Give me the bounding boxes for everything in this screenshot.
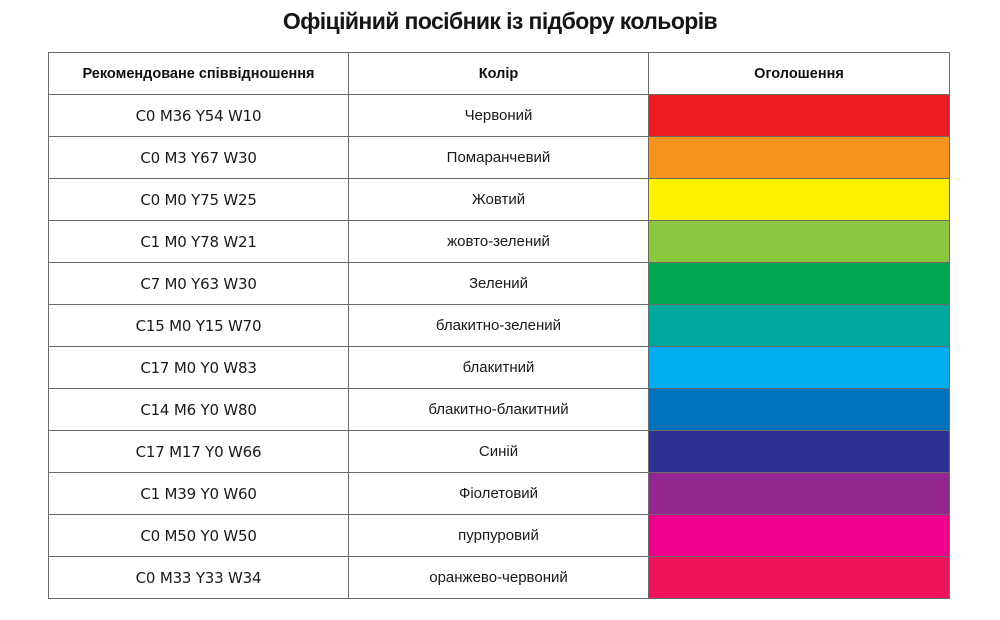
- color-name-cell: пурпуровий: [348, 514, 649, 557]
- ratio-cell: C0 M50 Y0 W50: [48, 514, 349, 557]
- table-row: C0 M33 Y33 W34 оранжево-червоний: [48, 556, 950, 599]
- page-title: Офіційний посібник із підбору кольорів: [282, 8, 718, 34]
- table-row: C15 M0 Y15 W70 блакитно-зелений: [48, 304, 950, 347]
- ratio-cell: C0 M3 Y67 W30: [48, 136, 349, 179]
- color-name-cell: Фіолетовий: [348, 472, 649, 515]
- ratio-cell: C15 M0 Y15 W70: [48, 304, 349, 347]
- table-row: C17 M17 Y0 W66 Синій: [48, 430, 950, 473]
- ratio-cell: C7 M0 Y63 W30: [48, 262, 349, 305]
- color-swatch: [648, 178, 950, 221]
- color-name-cell: блакитно-зелений: [348, 304, 649, 347]
- color-swatch: [648, 556, 950, 599]
- color-name-cell: Жовтий: [348, 178, 649, 221]
- header-swatch: Оголошення: [648, 52, 950, 95]
- color-name-cell: Синій: [348, 430, 649, 473]
- table-header-row: Рекомендоване співвідношення Колір Оголо…: [48, 52, 950, 95]
- color-name-cell: Помаранчевий: [348, 136, 649, 179]
- ratio-cell: C1 M0 Y78 W21: [48, 220, 349, 263]
- color-name-cell: оранжево-червоний: [348, 556, 649, 599]
- color-swatch: [648, 430, 950, 473]
- color-swatch: [648, 472, 950, 515]
- table-row: C0 M3 Y67 W30 Помаранчевий: [48, 136, 950, 179]
- header-ratio: Рекомендоване співвідношення: [48, 52, 349, 95]
- color-swatch: [648, 94, 950, 137]
- color-name-cell: блакитний: [348, 346, 649, 389]
- color-swatch: [648, 346, 950, 389]
- ratio-cell: C17 M0 Y0 W83: [48, 346, 349, 389]
- color-swatch: [648, 514, 950, 557]
- color-name-cell: Червоний: [348, 94, 649, 137]
- color-swatch: [648, 262, 950, 305]
- ratio-cell: C0 M0 Y75 W25: [48, 178, 349, 221]
- color-name-cell: блакитно-блакитний: [348, 388, 649, 431]
- ratio-cell: C14 M6 Y0 W80: [48, 388, 349, 431]
- ratio-cell: C17 M17 Y0 W66: [48, 430, 349, 473]
- ratio-cell: C1 M39 Y0 W60: [48, 472, 349, 515]
- color-swatch: [648, 136, 950, 179]
- table-row: C7 M0 Y63 W30 Зелений: [48, 262, 950, 305]
- table-row: C14 M6 Y0 W80 блакитно-блакитний: [48, 388, 950, 431]
- ratio-cell: C0 M36 Y54 W10: [48, 94, 349, 137]
- table-row: C0 M36 Y54 W10 Червоний: [48, 94, 950, 137]
- ratio-cell: C0 M33 Y33 W34: [48, 556, 349, 599]
- header-color: Колір: [348, 52, 649, 95]
- table-row: C0 M50 Y0 W50 пурпуровий: [48, 514, 950, 557]
- table-row: C17 M0 Y0 W83 блакитний: [48, 346, 950, 389]
- color-name-cell: Зелений: [348, 262, 649, 305]
- color-swatch: [648, 220, 950, 263]
- table-row: C0 M0 Y75 W25 Жовтий: [48, 178, 950, 221]
- color-name-cell: жовто-зелений: [348, 220, 649, 263]
- color-swatch: [648, 388, 950, 431]
- table-row: C1 M0 Y78 W21 жовто-зелений: [48, 220, 950, 263]
- table-row: C1 M39 Y0 W60 Фіолетовий: [48, 472, 950, 515]
- color-guide-table: Рекомендоване співвідношення Колір Оголо…: [48, 52, 950, 599]
- color-swatch: [648, 304, 950, 347]
